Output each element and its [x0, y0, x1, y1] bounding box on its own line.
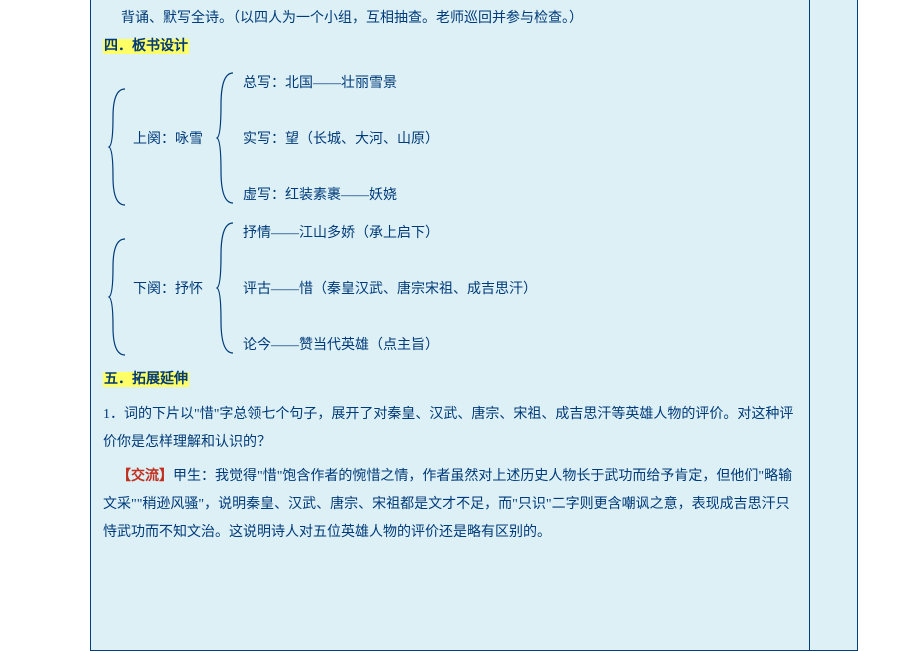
section5-heading-row: 五．拓展延伸 — [103, 369, 799, 391]
section4-heading: 四．板书设计 — [103, 39, 189, 54]
diagram1-item-3: 虚写：红装素裹——妖娆 — [243, 185, 397, 207]
answer-paragraph: 【交流】甲生：我觉得"惜"饱含作者的惋惜之情，作者虽然对上述历史人物长于武功而给… — [103, 463, 799, 547]
answer-text: 甲生：我觉得"惜"饱含作者的惋惜之情，作者虽然对上述历史人物长于武功而给予肯定，… — [103, 469, 792, 540]
diagram2-item-2: 评古——惜（秦皇汉武、唐宗宋祖、成吉思汗） — [243, 279, 537, 301]
side-column — [809, 0, 857, 650]
outer-brace-1 — [107, 87, 129, 207]
main-column: 背诵、默写全诗。（以四人为一个小组，互相抽查。老师巡回并参与检查。） 四．板书设… — [90, 0, 858, 651]
inner-brace-2 — [215, 221, 237, 355]
diagram1-item-1: 总写：北国——壮丽雪景 — [243, 73, 397, 95]
intro-line: 背诵、默写全诗。（以四人为一个小组，互相抽查。老师巡回并参与检查。） — [103, 8, 799, 30]
section5-heading: 五．拓展延伸 — [103, 372, 189, 387]
content-area: 背诵、默写全诗。（以四人为一个小组，互相抽查。老师巡回并参与检查。） 四．板书设… — [103, 8, 799, 553]
page: 背诵、默写全诗。（以四人为一个小组，互相抽查。老师巡回并参与检查。） 四．板书设… — [0, 0, 920, 651]
question-text: 1．词的下片以"惜"字总领七个句子，展开了对秦皇、汉武、唐宗、宋祖、成吉思汗等英… — [103, 401, 799, 457]
diagram2-root: 下阕：抒怀 — [133, 279, 203, 301]
section4-heading-row: 四．板书设计 — [103, 36, 799, 58]
diagram-lower: 下阕：抒怀 抒情——江山多娇（承上启下） 评古——惜（秦皇汉武、唐宗宋祖、成吉思… — [103, 219, 799, 359]
diagram1-item-2: 实写：望（长城、大河、山原） — [243, 129, 439, 151]
inner-brace-1 — [215, 71, 237, 205]
exchange-label: 【交流】 — [117, 469, 173, 484]
outer-brace-2 — [107, 237, 129, 357]
diagram-upper: 上阕：咏雪 总写：北国——壮丽雪景 实写：望（长城、大河、山原） 虚写：红装素裹… — [103, 69, 799, 209]
diagram1-root: 上阕：咏雪 — [133, 129, 203, 151]
diagram2-item-1: 抒情——江山多娇（承上启下） — [243, 223, 439, 245]
diagram2-item-3: 论今——赞当代英雄（点主旨） — [243, 335, 439, 357]
